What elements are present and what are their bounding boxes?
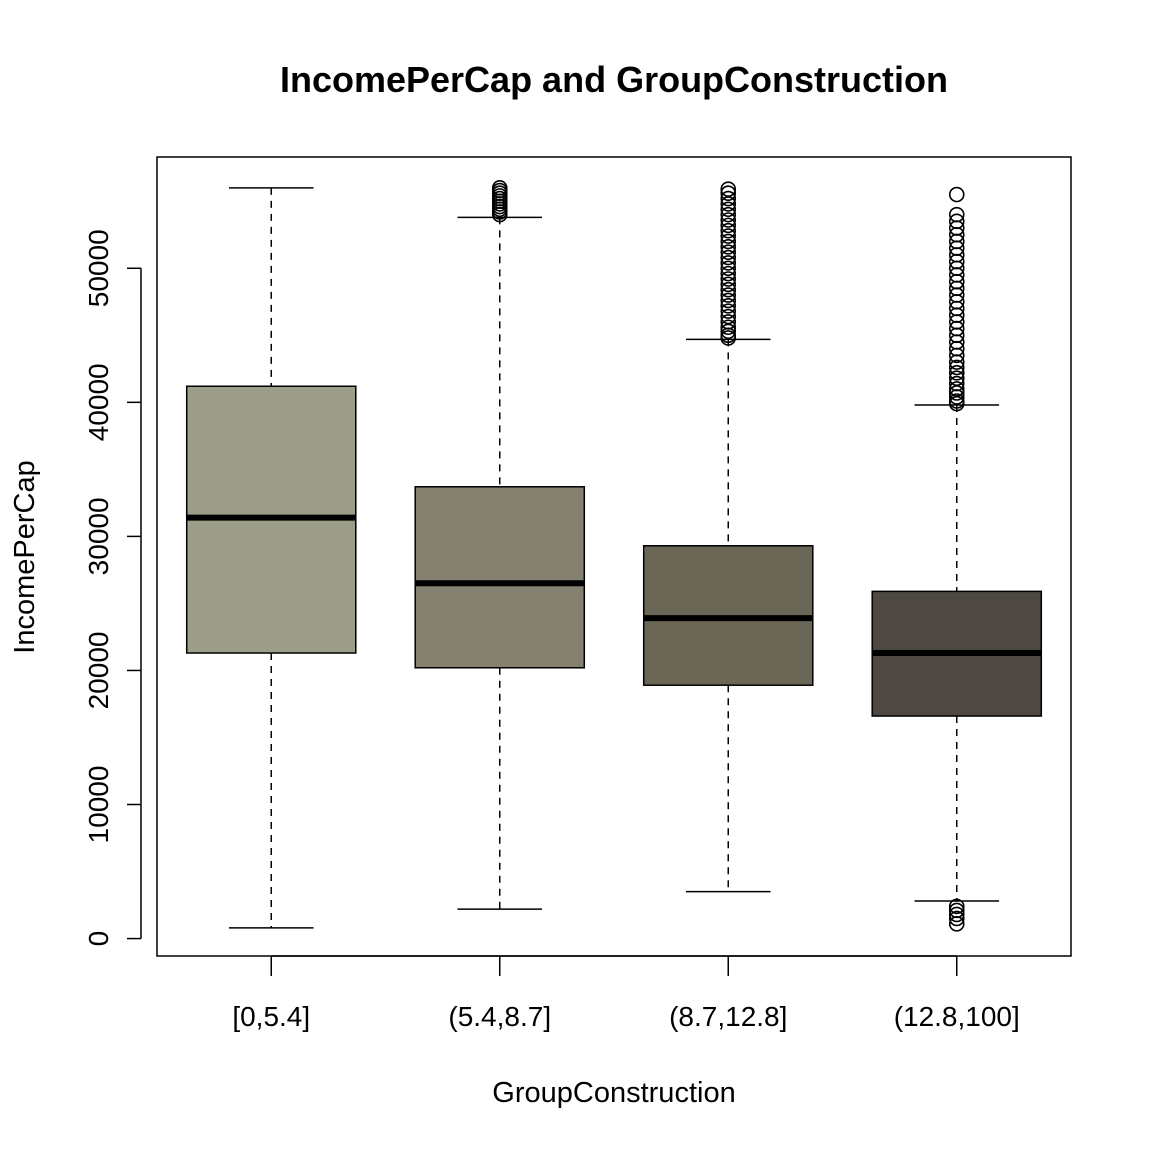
y-tick-label: 0 <box>83 931 114 947</box>
y-tick-label: 50000 <box>83 229 114 307</box>
box-group <box>414 180 586 910</box>
outlier-point <box>720 228 737 244</box>
outlier-point <box>720 303 737 319</box>
x-tick-label: (5.4,8.7] <box>448 1001 551 1032</box>
y-axis-label: IncomePerCap <box>9 460 41 653</box>
outlier-point <box>948 393 965 409</box>
box-group <box>871 186 1043 932</box>
outlier-point <box>948 213 965 230</box>
x-tick-label: (12.8,100] <box>894 1001 1020 1032</box>
y-tick-label: 40000 <box>83 363 114 441</box>
outlier-point <box>948 381 965 397</box>
x-tick-label: (8.7,12.8] <box>669 1001 787 1032</box>
chart-title: IncomePerCap and GroupConstruction <box>280 59 948 100</box>
y-tick-label: 30000 <box>83 497 114 575</box>
outlier-point <box>720 212 737 228</box>
outlier-point <box>720 265 737 282</box>
x-tick-label: [0,5.4] <box>232 1001 310 1032</box>
outlier-point <box>720 185 737 201</box>
outlier-point <box>948 206 965 223</box>
outlier-point <box>948 365 965 381</box>
outlier-point <box>720 244 737 260</box>
outlier-point <box>720 190 737 207</box>
outlier-point <box>720 260 737 277</box>
outlier-point <box>948 898 965 915</box>
outlier-point <box>720 287 737 303</box>
outlier-point <box>720 201 737 218</box>
outlier-point <box>720 181 737 197</box>
x-axis: [0,5.4] (5.4,8.7] (8.7,12.8] (12.8,100] <box>232 955 1020 1032</box>
outlier-point <box>948 370 965 386</box>
box-group <box>185 187 357 929</box>
y-tick-label: 20000 <box>83 632 114 710</box>
outlier-point <box>948 359 965 376</box>
outlier-point <box>720 217 737 234</box>
outlier-point <box>720 249 737 266</box>
outlier-point <box>720 281 737 298</box>
outlier-point <box>720 276 737 293</box>
outlier-point <box>948 375 965 392</box>
outlier-point <box>948 902 965 919</box>
outlier-point <box>720 206 737 223</box>
outlier-point <box>720 239 737 255</box>
outlier-point <box>948 906 965 923</box>
outlier-point <box>720 298 737 314</box>
outlier-point <box>720 292 737 309</box>
outlier-point <box>720 222 737 239</box>
outlier-point <box>948 910 965 927</box>
outlier-point <box>720 319 737 336</box>
y-axis: 0 10000 20000 30000 40000 50000 <box>83 229 142 947</box>
outlier-point <box>948 186 965 203</box>
boxes <box>185 180 1043 932</box>
box-iqr <box>414 486 586 669</box>
box-group <box>642 181 814 893</box>
outlier-point <box>491 180 508 196</box>
y-tick-label: 10000 <box>83 766 114 844</box>
outlier-point <box>720 308 737 325</box>
outlier-point <box>720 255 737 271</box>
outlier-point <box>720 314 737 330</box>
outlier-point <box>720 233 737 250</box>
outlier-point <box>720 271 737 287</box>
x-axis-label: GroupConstruction <box>492 1077 735 1109</box>
